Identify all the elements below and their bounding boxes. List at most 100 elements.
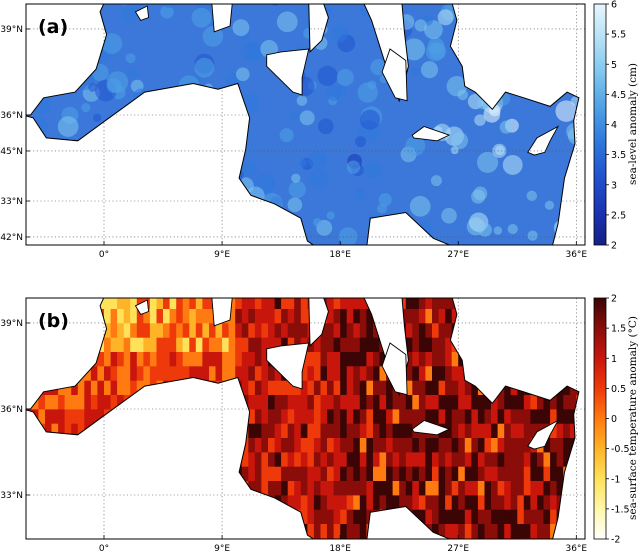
sst-cell	[478, 280, 485, 295]
sst-cell	[359, 366, 367, 381]
sst-cell	[510, 394, 518, 410]
sst-cell	[77, 323, 85, 338]
sst-cell	[477, 466, 485, 481]
sst-cell	[261, 409, 269, 424]
sst-cell	[77, 337, 85, 352]
sst-cell	[183, 280, 190, 295]
sst-cell	[340, 266, 347, 281]
sst-cell	[569, 323, 577, 338]
sst-cell	[19, 165, 26, 180]
sst-cell	[229, 266, 236, 281]
sst-cell	[124, 122, 131, 137]
sst-cell	[117, 151, 124, 166]
sla-patch	[420, 61, 439, 79]
sst-cell	[261, 366, 269, 381]
sst-cell	[97, 480, 105, 496]
sst-cell	[156, 437, 164, 453]
colorbar-a: 65.554.543.532.52 sea-level anomaly (cm)	[593, 0, 639, 252]
sst-cell	[64, 495, 72, 510]
sla-patch	[403, 38, 426, 61]
sst-cell	[71, 237, 78, 252]
sst-cell	[346, 298, 354, 309]
sst-cell	[307, 509, 315, 524]
sst-cell	[576, 208, 583, 223]
sst-cell	[405, 308, 413, 324]
sst-cell	[287, 480, 295, 496]
sst-cell	[432, 409, 439, 424]
sst-cell	[412, 351, 420, 367]
sst-cell	[504, 523, 512, 539]
sst-cell	[235, 409, 243, 424]
sst-cell	[216, 108, 223, 123]
sla-patch	[132, 183, 148, 199]
sst-cell	[84, 337, 92, 352]
sst-cell	[287, 423, 295, 438]
sst-cell	[117, 298, 125, 309]
sla-patch	[428, 42, 447, 60]
sst-cell	[425, 237, 432, 252]
sst-cell	[281, 280, 288, 295]
lat-tick-label: 33°N	[0, 491, 23, 501]
sst-cell	[419, 251, 426, 266]
sst-cell	[97, 366, 105, 381]
sst-cell	[137, 251, 144, 266]
sst-cell	[359, 351, 367, 367]
sst-cell	[464, 452, 472, 467]
sla-patch	[170, 119, 189, 137]
sst-cell	[123, 351, 131, 367]
sst-cell	[353, 337, 361, 352]
sst-cell	[300, 308, 308, 324]
sst-cell	[537, 323, 544, 338]
sst-cell	[497, 480, 505, 496]
sst-cell	[111, 122, 118, 137]
sst-cell	[563, 337, 571, 352]
sla-patch	[127, 67, 139, 79]
sst-cell	[569, 509, 577, 524]
sst-cell	[471, 437, 479, 453]
sst-cell	[464, 323, 472, 338]
sst-cell	[583, 165, 590, 180]
sst-cell	[366, 480, 374, 496]
sst-cell	[491, 509, 498, 524]
sst-cell	[570, 165, 577, 180]
sst-cell	[327, 423, 334, 438]
sst-cell	[288, 280, 295, 295]
sst-cell	[399, 409, 407, 424]
sst-cell	[570, 223, 577, 238]
sst-cell	[84, 466, 92, 481]
sst-cell	[71, 394, 79, 410]
sst-cell	[195, 409, 203, 424]
sst-cell	[241, 409, 249, 424]
sst-cell	[104, 122, 111, 137]
sst-cell	[31, 538, 39, 539]
sst-cell	[58, 251, 65, 266]
sst-cell	[130, 194, 137, 209]
sst-cell	[294, 251, 301, 266]
sst-cell	[359, 423, 367, 438]
sst-cell	[438, 323, 446, 338]
sst-cell	[425, 266, 432, 281]
sst-cell	[241, 495, 249, 510]
sst-cell	[510, 466, 518, 481]
sla-patch	[287, 197, 303, 213]
sst-cell	[438, 495, 446, 510]
sst-cell	[432, 495, 439, 510]
sla-patch	[380, 227, 390, 237]
sla-patch	[68, 256, 83, 271]
sst-cell	[353, 266, 360, 281]
sst-cell	[405, 351, 413, 367]
sst-cell	[392, 423, 400, 438]
sst-cell	[156, 523, 164, 539]
sst-cell	[320, 495, 328, 510]
sst-cell	[242, 251, 249, 266]
sst-cell	[563, 409, 571, 424]
sst-cell	[228, 452, 236, 467]
sla-patch	[457, 89, 469, 101]
sst-cell	[71, 538, 79, 539]
sst-cell	[268, 323, 275, 338]
sst-cell	[209, 108, 216, 123]
sla-patch	[60, 169, 75, 184]
sst-cell	[123, 523, 131, 539]
sst-cell	[45, 165, 52, 180]
sst-cell	[268, 523, 275, 539]
